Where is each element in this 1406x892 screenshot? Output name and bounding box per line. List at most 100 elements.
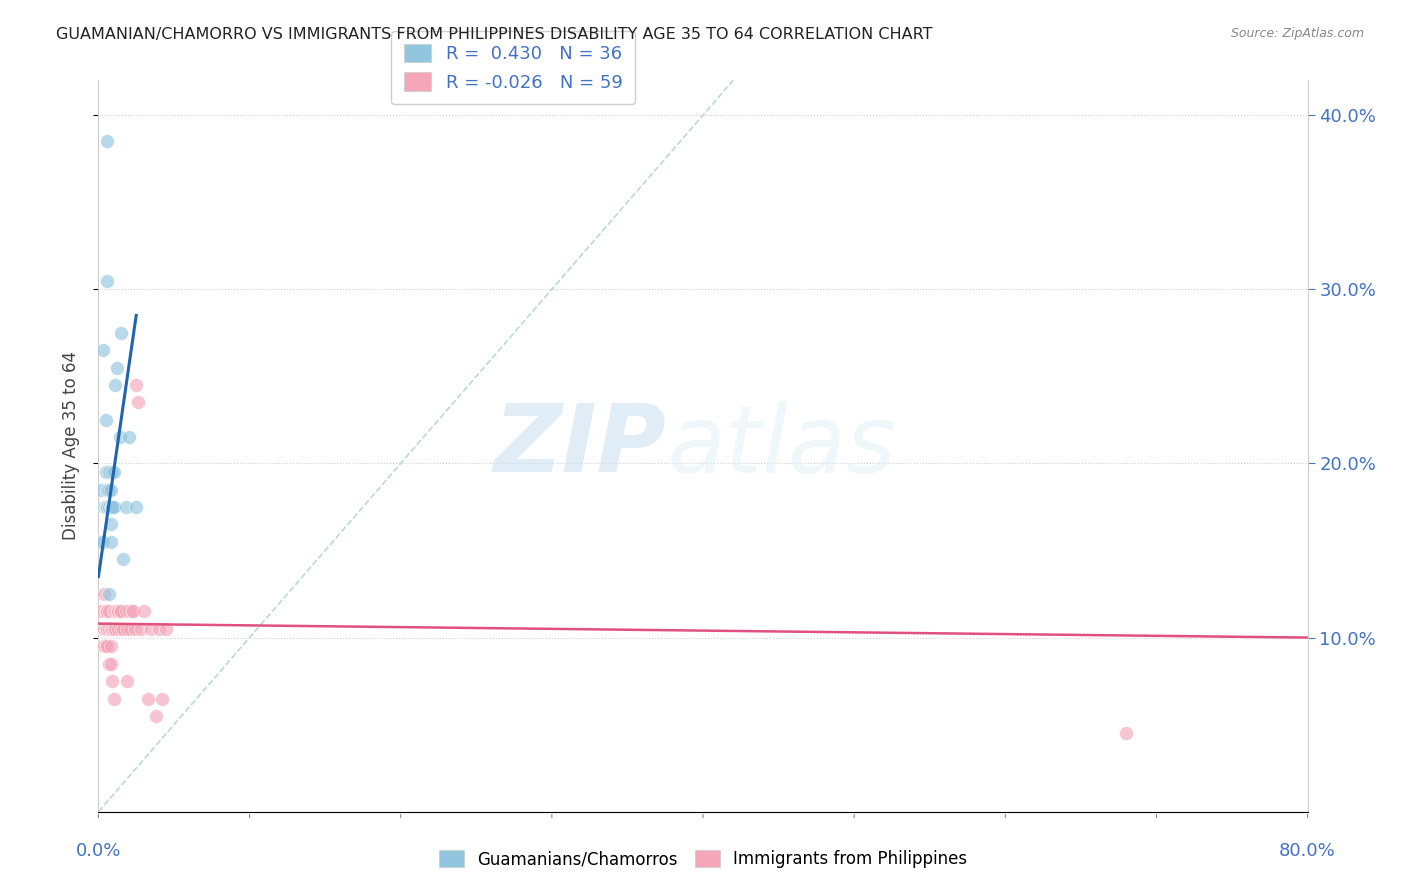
Point (93, 500, 115, 514)
Point (91, 534, 114, 549)
Point (111, 552, 134, 566)
Point (91, 640, 114, 654)
Point (101, 622, 124, 636)
Point (96, 274, 118, 288)
Point (89, 534, 111, 549)
Point (100, 483, 122, 497)
Point (98, 622, 121, 636)
Point (98, 604, 121, 618)
Point (148, 622, 170, 636)
Point (91, 343, 114, 358)
Point (129, 622, 152, 636)
Point (103, 465, 125, 479)
Point (105, 360, 128, 375)
Point (100, 657, 122, 671)
Point (150, 691, 173, 706)
Point (98, 587, 121, 601)
Point (94, 413, 117, 427)
Point (93, 587, 115, 601)
Point (110, 326, 132, 340)
Y-axis label: Disability Age 35 to 64: Disability Age 35 to 64 (62, 351, 80, 541)
Point (145, 709, 167, 723)
Point (114, 500, 136, 514)
Point (94, 640, 117, 654)
Point (96, 134, 118, 148)
Point (94, 622, 117, 636)
Point (94, 640, 117, 654)
Point (94, 622, 117, 636)
Point (94, 465, 117, 479)
Point (98, 483, 121, 497)
Legend: R =  0.430   N = 36, R = -0.026   N = 59: R = 0.430 N = 36, R = -0.026 N = 59 (391, 31, 636, 104)
Point (94, 604, 117, 618)
Point (96, 622, 118, 636)
Point (110, 622, 132, 636)
Point (105, 604, 128, 618)
Point (108, 604, 131, 618)
Text: atlas: atlas (666, 401, 896, 491)
Point (125, 378, 148, 392)
Text: ZIP: ZIP (494, 400, 666, 492)
Point (103, 500, 125, 514)
Point (127, 395, 149, 409)
Point (104, 622, 127, 636)
Point (101, 622, 124, 636)
Point (104, 378, 127, 392)
Point (121, 604, 143, 618)
Point (136, 691, 159, 706)
Point (98, 500, 121, 514)
Point (118, 430, 141, 444)
Point (96, 622, 118, 636)
Point (114, 604, 136, 618)
Point (155, 622, 177, 636)
Point (101, 500, 124, 514)
Point (98, 657, 121, 671)
Point (101, 674, 124, 689)
Point (90, 604, 112, 618)
Point (132, 604, 155, 618)
Point (108, 430, 131, 444)
Point (115, 622, 138, 636)
Point (100, 622, 122, 636)
Point (96, 483, 118, 497)
Point (101, 465, 124, 479)
Legend: Guamanians/Chamorros, Immigrants from Philippines: Guamanians/Chamorros, Immigrants from Ph… (433, 843, 973, 875)
Point (122, 604, 145, 618)
Point (120, 622, 142, 636)
Point (107, 622, 129, 636)
Point (98, 500, 121, 514)
Point (100, 534, 122, 549)
Point (91, 622, 114, 636)
Point (93, 640, 115, 654)
Point (118, 604, 141, 618)
Point (115, 674, 138, 689)
Point (103, 622, 125, 636)
Point (125, 500, 148, 514)
Point (100, 517, 122, 532)
Point (103, 691, 125, 706)
Point (124, 622, 146, 636)
Point (94, 500, 117, 514)
Point (96, 604, 118, 618)
Text: Source: ZipAtlas.com: Source: ZipAtlas.com (1230, 27, 1364, 40)
Point (91, 622, 114, 636)
Point (110, 604, 132, 618)
Point (1115, 726, 1137, 740)
Point (104, 604, 127, 618)
Point (98, 622, 121, 636)
Point (96, 500, 118, 514)
Point (93, 622, 115, 636)
Point (93, 622, 115, 636)
Point (100, 500, 122, 514)
Point (98, 465, 121, 479)
Text: 80.0%: 80.0% (1279, 842, 1336, 860)
Point (94, 500, 117, 514)
Point (103, 604, 125, 618)
Point (100, 640, 122, 654)
Point (101, 500, 124, 514)
Point (90, 483, 112, 497)
Point (96, 640, 118, 654)
Text: 0.0%: 0.0% (76, 842, 121, 860)
Point (96, 500, 118, 514)
Point (111, 622, 134, 636)
